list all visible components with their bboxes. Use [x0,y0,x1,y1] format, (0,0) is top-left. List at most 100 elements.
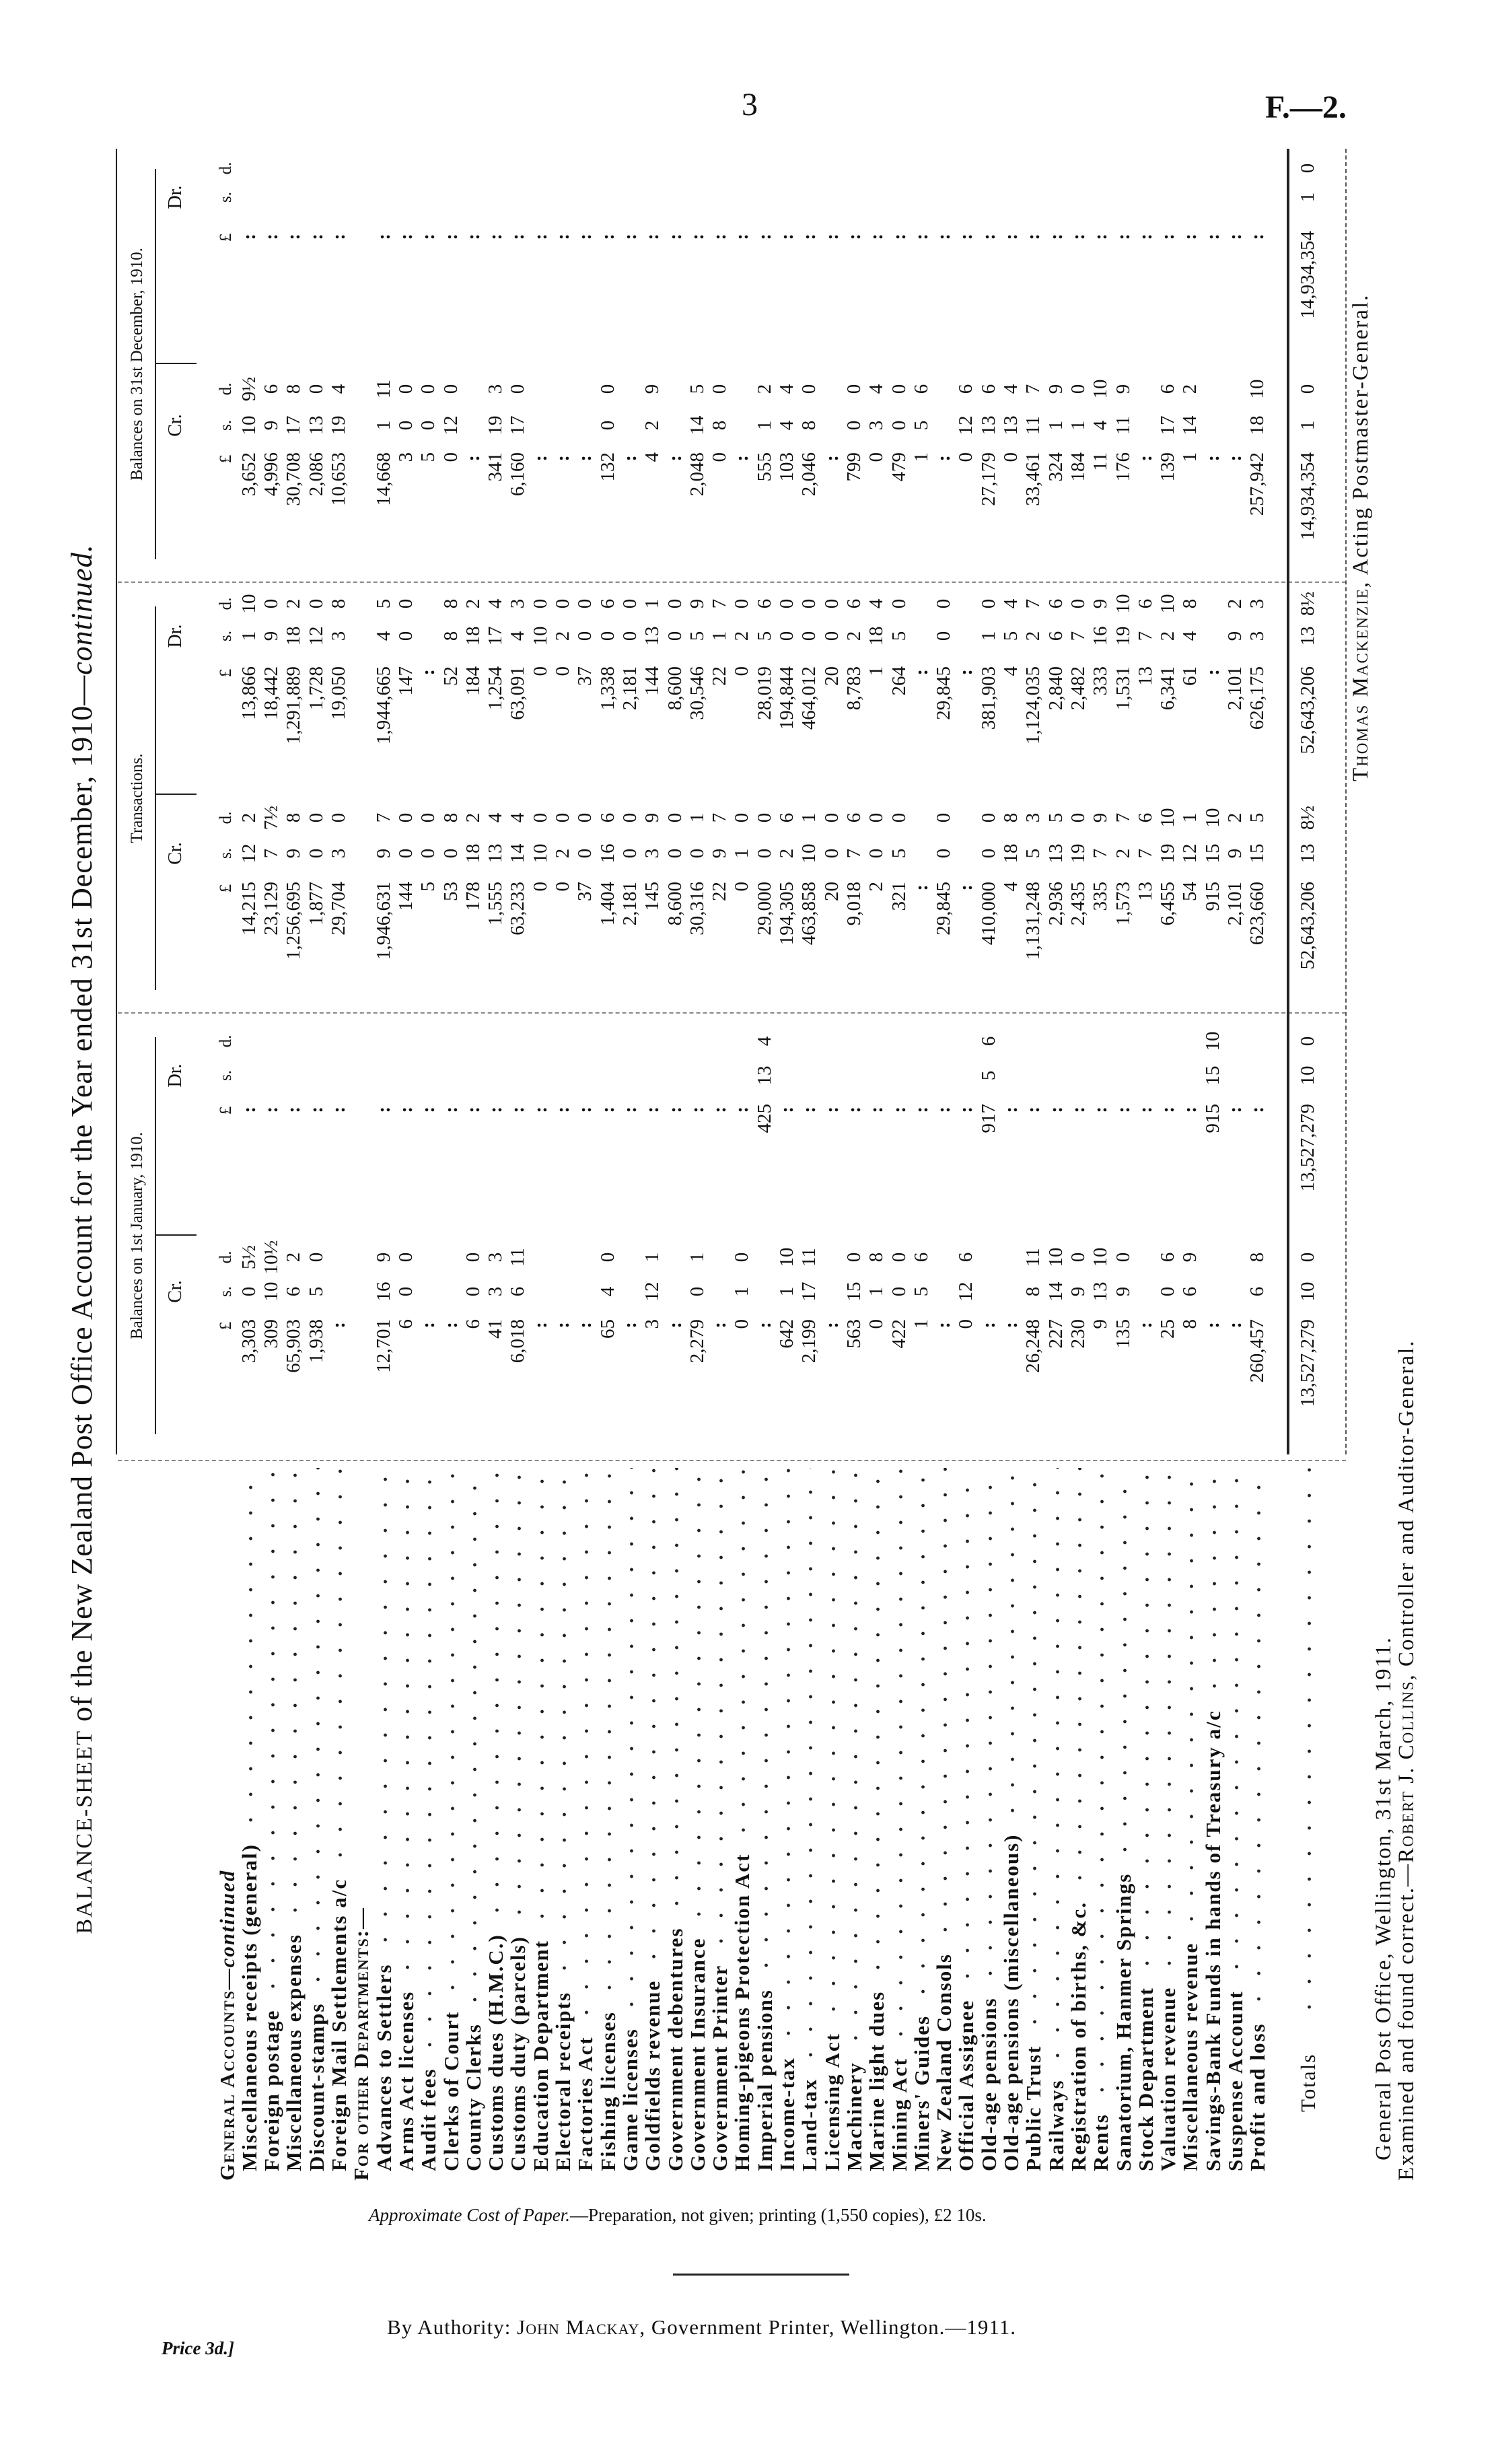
amount-shillings: 8 [709,420,731,431]
amount-pounds: 1,254 [485,666,507,711]
nil-entry: : [1067,1106,1089,1113]
nil-entry: : [731,1106,753,1113]
amount-pounds: 626,175 [1246,666,1269,730]
row-label: New Zealand Consols [932,1953,956,2171]
row-label-text: Homing-pigeons Protection Act [730,1853,754,2171]
amount-pounds: 9,018 [843,882,865,926]
amount-pence: 9½ [238,376,260,402]
nil-entry: : [574,1106,596,1113]
nil-entry: : [955,234,977,240]
amount-pounds: 425 [753,1104,775,1133]
nil-entry: : [618,455,641,462]
amount-pounds: 28,019 [753,666,775,720]
amount-pence: 0 [552,598,573,609]
amount-pounds: 30,316 [686,882,708,936]
row-label-text: Audit fees [417,2068,441,2171]
row-label-text: Government Insurance [685,1937,709,2171]
amount-pence: 0 [798,598,820,609]
nil-entry: : [596,234,618,240]
row-label: Miscellaneous receipts (general) [238,1843,261,2171]
amount-pounds: 30,708 [283,452,305,506]
amount-shillings: 3 [865,420,888,431]
leader-dots [1224,1468,1246,1979]
nil-entry: : [596,1106,618,1113]
amount-pounds: 14,934,354 [1296,452,1318,540]
amount-pence: 0 [888,598,910,609]
amount-pounds: 13 [1134,666,1156,686]
shilling-unit-header: s. [217,848,235,859]
amount-pounds: 5 [417,452,439,462]
nil-entry: : [664,234,686,240]
amount-pence: 8 [439,812,462,823]
nil-entry: : [507,234,529,240]
amount-pounds: 257,942 [1246,452,1269,516]
amount-pounds: 2,482 [1067,666,1089,711]
amount-pounds: 176 [1112,452,1134,482]
leader-dots [1112,1468,1135,1862]
row-label-text: Advances to Settlers [371,1963,396,2171]
totals-rule [1287,149,1289,1454]
row-label: Foreign postage [260,2010,283,2171]
amount-pence: 6 [260,384,283,394]
leader-dots [1044,1468,1067,2068]
nil-entry: : [618,1106,641,1113]
amount-pounds: 54 [1179,882,1201,901]
nil-entry: : [709,234,731,240]
leader-dots [372,1468,395,1952]
title-main: of the New Zealand Post Office Account f… [65,674,98,1730]
leader-dots [1090,1468,1112,2103]
amount-shillings: 0 [664,848,686,859]
row-label-text: Savings-Bank Funds in hands of Treasury … [1201,1710,1225,2171]
amount-shillings: 13 [305,415,327,435]
amount-pence: 9 [641,812,664,823]
amount-pounds: 410,000 [977,882,999,946]
leader-dots [977,1468,1000,1986]
amount-pence: 5½ [238,1244,260,1270]
page-title: BALANCE-SHEET of the New Zealand Post Of… [65,485,99,1993]
amount-pence: 3 [485,1252,507,1263]
amount-pounds: 19,050 [328,666,349,720]
amount-pounds: 3 [641,1319,664,1329]
amount-pence: 11 [1022,1248,1044,1267]
amount-pounds: 139 [1157,452,1179,482]
row-label: Miscellaneous revenue [1178,1942,1202,2171]
amount-shillings: 1 [776,1286,797,1297]
amount-pounds: 14,668 [372,452,394,506]
amount-shillings: 2 [776,848,797,859]
amount-pounds: 3,303 [238,1319,260,1364]
nil-entry: : [798,1106,820,1113]
amount-pounds: 26,248 [1022,1319,1044,1373]
amount-pounds: 260,457 [1246,1319,1269,1383]
amount-shillings: 0 [977,848,999,859]
credit-header: Cr. [165,414,186,437]
nil-entry: : [753,1322,775,1329]
nil-entry: : [1201,1322,1223,1329]
nil-entry: : [417,1322,439,1329]
amount-shillings: 5 [305,1286,327,1297]
amount-pounds: 10,653 [328,452,349,506]
amount-pounds: 2 [865,882,888,892]
amount-pence: 2 [283,598,305,609]
row-label: Old-age pensions [977,1997,1001,2171]
amount-shillings: 0 [686,1286,708,1297]
amount-pence: 0 [731,1252,753,1263]
row-label: Public Trust [1022,2045,1045,2171]
amount-pence: 2 [753,384,775,394]
amount-shillings: 0 [439,848,462,859]
amount-shillings: 0 [865,848,888,859]
amount-pence: 10 [1112,594,1134,614]
audit-certificate: Examined and found correct.—Robert J. Co… [1394,1339,1419,2181]
nil-entry: : [776,234,797,240]
amount-pence: 8 [1246,1252,1269,1263]
amount-shillings: 4 [596,1286,618,1297]
amount-pence: 0 [977,812,999,823]
amount-pounds: 52,643,206 [1296,666,1318,754]
leader-dots [305,1468,328,1992]
amount-pounds: 1,404 [596,882,618,926]
amount-pounds: 53 [439,882,462,901]
amount-shillings: 10 [798,843,820,864]
nil-entry: : [933,455,955,462]
nil-entry: : [1044,234,1067,240]
nil-entry: : [1134,234,1156,240]
amount-shillings: 6 [507,1286,529,1297]
